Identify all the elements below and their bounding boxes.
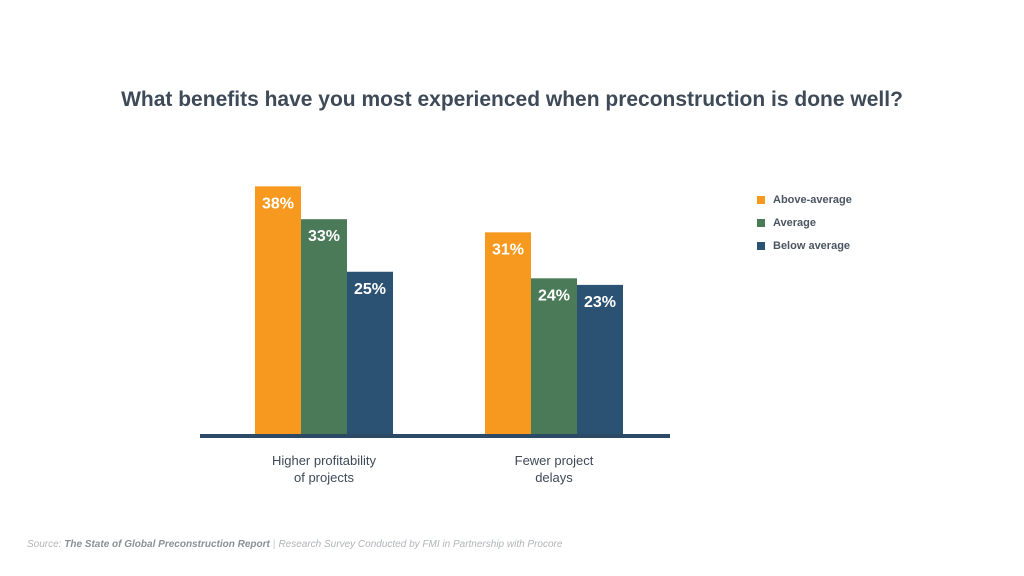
legend-swatch <box>757 241 765 250</box>
data-label: 38% <box>262 195 294 212</box>
bar <box>577 284 623 436</box>
legend: Above-average Average Below average <box>757 188 852 257</box>
source-report: The State of Global Preconstruction Repo… <box>64 539 270 550</box>
x-axis-line <box>200 434 670 438</box>
data-label: 31% <box>492 241 524 258</box>
legend-item-above-average: Above-average <box>757 188 852 211</box>
source-note-text: Research Survey Conducted by FMI in Part… <box>278 539 563 550</box>
category-label: of projects <box>294 470 354 485</box>
data-label: 23% <box>584 294 616 311</box>
source-separator: | <box>272 539 276 550</box>
chart-title: What benefits have you most experienced … <box>121 88 903 111</box>
legend-swatch <box>757 218 765 227</box>
category-label: Fewer project <box>515 453 594 468</box>
data-label: 24% <box>538 287 570 304</box>
legend-item-average: Average <box>757 211 852 234</box>
legend-item-below-average: Below average <box>757 234 852 257</box>
bar <box>485 232 531 436</box>
data-label: 25% <box>354 281 386 298</box>
category-label: delays <box>535 470 573 485</box>
bar <box>301 219 347 436</box>
bar <box>255 186 301 436</box>
legend-swatch <box>757 195 765 204</box>
legend-label: Above-average <box>773 193 852 206</box>
category-label: Higher profitability <box>272 453 377 468</box>
bar <box>347 271 393 436</box>
source-note: Source: The State of Global Preconstruct… <box>27 539 562 550</box>
bar <box>531 278 577 436</box>
source-prefix: Source: <box>27 539 62 550</box>
legend-label: Average <box>773 216 817 229</box>
data-label: 33% <box>308 228 340 245</box>
legend-label: Below average <box>773 239 851 252</box>
